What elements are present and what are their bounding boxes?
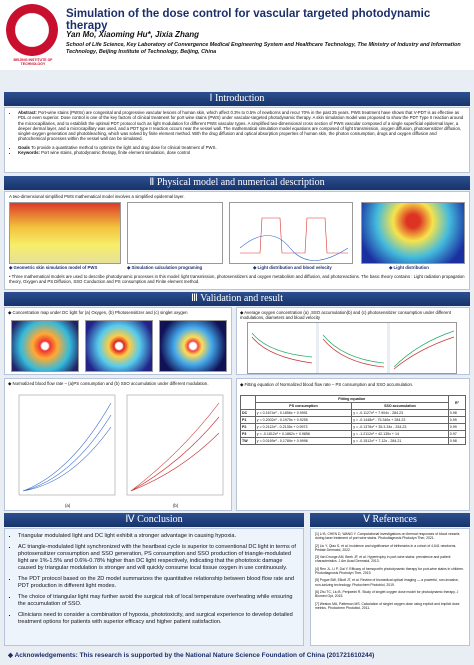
header: BEIJING INSTITUTE OF TECHNOLOGY Simulati…	[0, 0, 474, 70]
table-cell: y = 0.0169x² - 0.1789x + 0.9996	[254, 437, 353, 446]
table-cell: P3	[240, 430, 256, 439]
plot	[251, 330, 455, 370]
label: Goals	[18, 144, 30, 150]
table-cell: y = -0.1127x² + 7.904x - 284.23	[351, 409, 449, 418]
table-cell: y = -1.2112x² + 42.135x + 14	[351, 430, 449, 439]
figure	[159, 320, 227, 372]
caption: ◆ Normalized blood flow rate – (a)PS con…	[8, 381, 209, 386]
logo-text: BEIJING INSTITUTE OF TECHNOLOGY	[13, 58, 53, 66]
authors: Yan Mo, Xiaoming Hu*, Jixia Zhang	[66, 30, 200, 39]
keywords: Port wine stains, photodynamic therapy, …	[41, 150, 191, 156]
table-cell: DC	[240, 409, 256, 418]
table-row: P3 y = -0.1812x² + 0.1862x + 0.9856 y = -1…	[240, 430, 467, 439]
table-head: SSO accumulation	[351, 402, 449, 411]
result-panel: ◆ Concentration map under DC light for (…	[4, 307, 232, 375]
result-panel: ◆ Average oxygen concentration (a) ,SSO …	[236, 307, 470, 375]
caption: ◆ Average oxygen concentration (a) ,SSO …	[240, 310, 451, 321]
figure	[85, 320, 153, 372]
conclusion-item: The choice of triangular light may furth…	[18, 594, 299, 608]
section-heading: Ⅱ Physical model and numerical descripti…	[4, 176, 470, 190]
figure	[247, 322, 457, 374]
conclusion-item: Triangular modulated light and DC light …	[18, 533, 299, 540]
conclusion-item: Clinicians need to consider a combinatio…	[18, 612, 299, 626]
label: Keywords:	[18, 150, 40, 156]
result-panel: ◆ Fitting equation of Normalized blood f…	[236, 378, 470, 511]
table-cell: P2	[240, 423, 256, 432]
table-head: PS consumption	[254, 402, 353, 411]
table-cell: y = -0.1376x² + 35.3.34x - 334.23	[351, 423, 449, 432]
reference: [6] Zhu TC, Liu B, Penjweini R. Study of…	[315, 589, 459, 599]
caption: A two-dimensional simplified PWS mathema…	[9, 194, 185, 199]
figure-label: ◆ Geometric skin simulation model of PWS	[9, 265, 98, 270]
reference: [2] Liu Y, Qiao S, et al. Incidence and …	[315, 543, 457, 552]
model-panel: A two-dimensional simplified PWS mathema…	[4, 191, 470, 290]
table-cell: y = 0.2112x² - 0.2135x + 0.9973	[254, 423, 353, 432]
section-heading: Ⅰ Introduction	[4, 92, 470, 106]
table-cell: 0.97	[447, 430, 467, 439]
references-panel: [1] Li B, CHEN D, WANG Y. Computational …	[310, 528, 470, 646]
result-panel: ◆ Normalized blood flow rate – (a)PS con…	[4, 378, 232, 511]
plot	[239, 217, 349, 261]
reference: [5] Pogue BW, Elliott JT, et al. Review …	[315, 578, 459, 587]
table-cell: TW	[240, 437, 256, 446]
table-cell: 0.99	[447, 423, 467, 432]
table-row: DC y = 0.1674x² - 0.1856x + 0.9991 y = -0.…	[240, 409, 467, 418]
figure-label: ◆ Simulation calculation programing	[127, 265, 203, 270]
figure	[229, 202, 353, 264]
affiliation: School of Life Science, Key Laboratory o…	[66, 42, 461, 55]
title: Simulation of the dose control for vascu…	[66, 8, 431, 32]
table-cell: y = -0.1512x² + 7.12x - 284.21	[351, 437, 449, 446]
table-head: R²	[447, 395, 467, 411]
table-head: Fitting equation	[254, 395, 449, 404]
table-row: P2 y = 0.2112x² - 0.2135x + 0.9973 y = -0.…	[240, 423, 467, 432]
reference: [1] Li B, CHEN D, WANG Y. Computational …	[315, 532, 460, 541]
conclusion-panel: Triangular modulated light and DC light …	[4, 528, 304, 646]
conclusion-item: The PDT protocol based on the 2D model s…	[18, 576, 299, 590]
acknowledgement: ◆ Acknowledgements: This research is sup…	[8, 652, 375, 659]
figure-label: ◆ Light distribution	[389, 265, 429, 270]
table-cell: y = 0.1674x² - 0.1856x + 0.9991	[254, 409, 353, 418]
caption: ◆ Concentration map under DC light for (…	[8, 310, 188, 315]
fitting-table: Fitting equation R² PS consumption SSO acc…	[240, 395, 467, 446]
section-heading: Ⅲ Validation and result	[4, 292, 470, 306]
section-heading: Ⅴ References	[310, 513, 470, 527]
figure-tag: (a)	[65, 503, 71, 508]
plots	[18, 394, 224, 496]
figure-tag: (b)	[173, 503, 179, 508]
figure-label: ◆ Light distribution and blood velocity	[253, 265, 332, 270]
caption: ◆ Fitting equation of Normalized blood f…	[240, 382, 414, 387]
section-heading: Ⅳ Conclusion	[4, 513, 304, 527]
table-cell: 0.99	[447, 416, 467, 425]
reference: [4] Ren JL, Li P, Dai Y. Efficacy of hem…	[315, 566, 465, 576]
table-cell: P1	[240, 416, 256, 425]
table-cell: 0.98	[447, 409, 467, 418]
reference: [3] Van Drooge AM, Beek JF, et al. Hyper…	[315, 555, 451, 564]
label: Abstract:	[18, 110, 37, 115]
reference: [7] Weston MA, Patterson MS. Calculation…	[315, 601, 460, 610]
table-cell: y = -0.1448x² - 75.346x + 284.23	[351, 416, 449, 425]
intro-panel: Abstract: Port-wine stains (PWSs) are co…	[4, 107, 470, 173]
logo	[6, 4, 58, 56]
table-cell: y = 0.2002x² - 0.1975x + 0.9255	[254, 416, 353, 425]
goals: To provide a quantitative method to opti…	[31, 144, 217, 150]
table-row: P1 y = 0.2002x² - 0.1975x + 0.9255 y = -0.…	[240, 416, 467, 425]
table-cell: y = -0.1812x² + 0.1862x + 0.9856	[254, 430, 353, 439]
flowchart	[127, 202, 223, 264]
figure	[361, 202, 465, 264]
figure	[11, 320, 79, 372]
model-text: • Three mathematical models are used to …	[9, 274, 465, 285]
table-row: TW y = 0.0169x² - 0.1789x + 0.9996 y = -0.…	[240, 437, 467, 446]
abstract: Port-wine stains (PWSs) are congenital a…	[18, 110, 464, 142]
figure	[9, 202, 121, 264]
table-cell: 0.98	[447, 437, 467, 446]
conclusion-item: AC triangle-modulated light synchronized…	[18, 544, 299, 572]
